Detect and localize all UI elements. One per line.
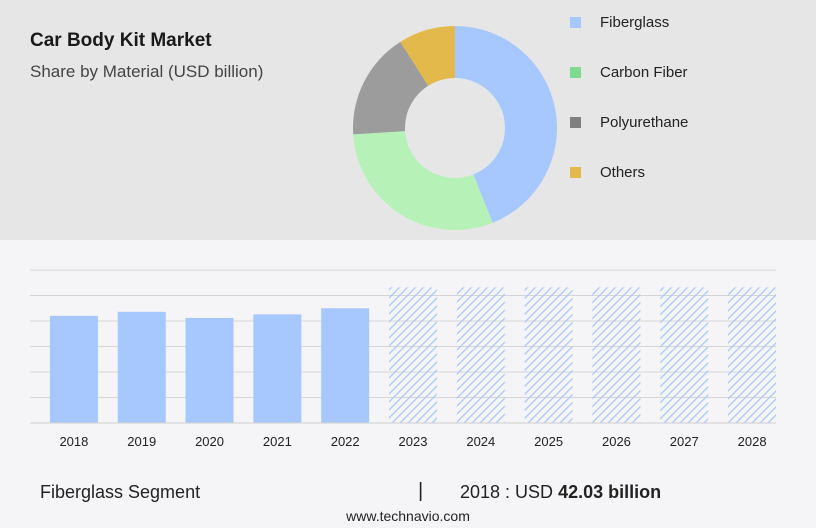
- legend-label: Others: [600, 164, 646, 181]
- legend-item-fiberglass: Fiberglass: [570, 14, 669, 31]
- bar-2018: [49, 315, 98, 423]
- footer-value-bold: 42.03 billion: [558, 482, 662, 502]
- source-link[interactable]: www.technavio.com: [346, 508, 470, 524]
- top-panel: Car Body Kit Market Share by Material (U…: [0, 0, 816, 240]
- bar-2023-forecast: [389, 287, 437, 423]
- bar-2024-forecast: [456, 287, 505, 423]
- donut-chart: [353, 26, 558, 231]
- legend-item-polyurethane: Polyurethane: [570, 114, 688, 131]
- bar-2026-forecast: [592, 287, 641, 423]
- donut-slice-others: [400, 26, 455, 86]
- legend-swatch: [570, 16, 581, 28]
- x-tick-label: 2024: [466, 434, 495, 449]
- donut-slice-fiberglass: [455, 26, 558, 223]
- x-tick-label: 2023: [399, 434, 428, 449]
- chart-subtitle: Share by Material (USD billion): [30, 62, 264, 81]
- x-tick-label: 2018: [59, 434, 88, 449]
- chart-title: Car Body Kit Market: [30, 30, 212, 51]
- x-tick-label: 2020: [195, 434, 224, 449]
- x-tick-label: 2022: [331, 434, 360, 449]
- footer-value-prefix: 2018 : USD: [460, 482, 554, 502]
- bar-2028-forecast: [728, 287, 777, 423]
- legend-swatch: [570, 66, 581, 78]
- donut-slice-polyurethane: [353, 41, 429, 135]
- bar-2022: [321, 308, 370, 423]
- footer-value: 2018 : USD 42.03 billion: [460, 482, 661, 503]
- bar-2025-forecast: [524, 287, 573, 423]
- legend-label: Fiberglass: [600, 14, 670, 31]
- bar-2027-forecast: [660, 287, 709, 423]
- bar-2020: [185, 317, 234, 423]
- bar-chart: 2018 2019 2020 2021 2022 2023 2024 2025 2026 2027…: [30, 269, 777, 449]
- x-tick-label: 2027: [670, 434, 699, 449]
- legend-label: Polyurethane: [600, 114, 689, 131]
- bar-2021: [253, 314, 302, 423]
- x-tick-label: 2028: [738, 434, 767, 449]
- legend-item-others: Others: [570, 164, 645, 181]
- legend-label: Carbon Fiber: [600, 64, 688, 81]
- bar-2019: [117, 311, 166, 423]
- legend-item-carbon-fiber: Carbon Fiber: [570, 64, 688, 81]
- legend-swatch: [570, 116, 581, 128]
- donut-slice-carbon-fiber: [353, 131, 493, 231]
- footer-separator: |: [418, 480, 424, 502]
- x-tick-label: 2026: [602, 434, 631, 449]
- x-tick-label: 2019: [127, 434, 156, 449]
- x-tick-label: 2021: [263, 434, 292, 449]
- x-tick-label: 2025: [534, 434, 563, 449]
- footer-segment-label: Fiberglass Segment: [40, 482, 201, 502]
- legend-swatch: [570, 166, 581, 178]
